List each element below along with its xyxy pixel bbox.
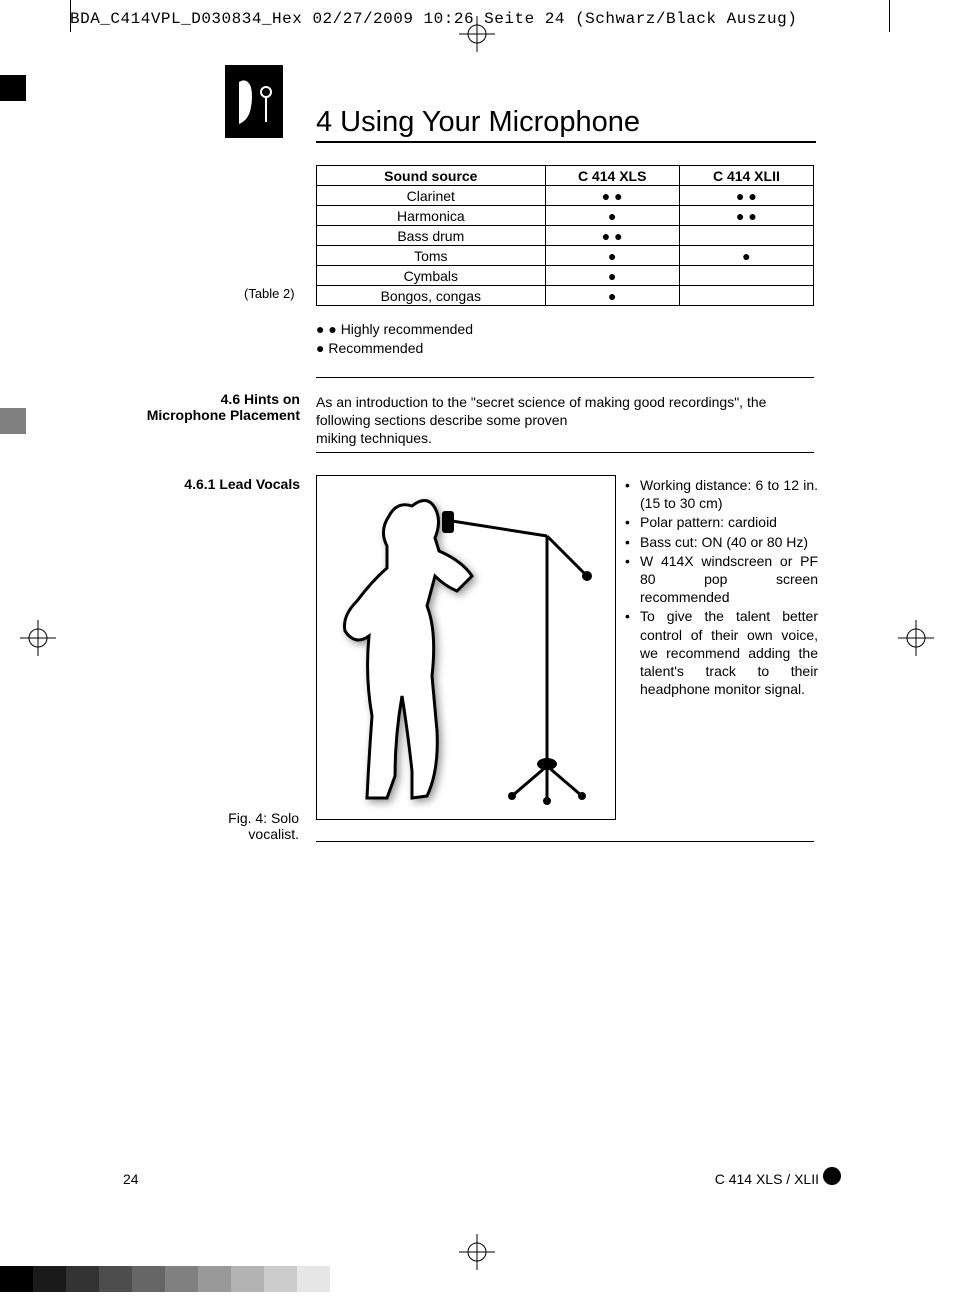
- chapter-icon: [225, 65, 283, 138]
- divider: [316, 377, 814, 378]
- grayscale-swatch: [165, 1266, 198, 1292]
- section-46-text: As an introduction to the "secret scienc…: [316, 393, 814, 448]
- grayscale-swatch: [198, 1266, 231, 1292]
- table-cell: [679, 266, 813, 286]
- table-cell: Bass drum: [317, 226, 546, 246]
- table-cell: ●: [545, 266, 679, 286]
- figure-vocalist: [316, 475, 616, 820]
- table-cell: Bongos, congas: [317, 286, 546, 306]
- grayscale-calibration-bar: [0, 1266, 363, 1292]
- brand-logo-icon: [823, 1167, 841, 1185]
- lead-vocals-bullets: Working distance: 6 to 12 in. (15 to 30 …: [623, 476, 818, 699]
- list-item: Polar pattern: cardioid: [623, 513, 818, 531]
- table-cell: [679, 286, 813, 306]
- table-cell: ● ●: [679, 186, 813, 206]
- table-row: Cymbals●: [317, 266, 814, 286]
- grayscale-swatch: [264, 1266, 297, 1292]
- registration-mark-bottom: [459, 1234, 495, 1270]
- col-header: Sound source: [317, 166, 546, 186]
- color-square-grey: [0, 408, 26, 434]
- table-caption: (Table 2): [244, 286, 295, 301]
- grayscale-swatch: [132, 1266, 165, 1292]
- table-cell: [679, 226, 813, 246]
- table-cell: Harmonica: [317, 206, 546, 226]
- table-cell: Toms: [317, 246, 546, 266]
- col-header: C 414 XLS: [545, 166, 679, 186]
- legend-line: ● ● Highly recommended: [316, 320, 473, 339]
- table-legend: ● ● Highly recommended ● Recommended: [316, 320, 473, 358]
- color-square-black: [0, 75, 26, 101]
- table-cell: ●: [545, 286, 679, 306]
- print-header: BDA_C414VPL_D030834_Hex 02/27/2009 10:26…: [70, 10, 797, 28]
- list-item: Working distance: 6 to 12 in. (15 to 30 …: [623, 476, 818, 512]
- table-row: Clarinet● ●● ●: [317, 186, 814, 206]
- registration-mark-right: [898, 620, 934, 656]
- col-header: C 414 XLII: [679, 166, 813, 186]
- grayscale-swatch: [231, 1266, 264, 1292]
- grayscale-swatch: [297, 1266, 330, 1292]
- table-cell: ●: [545, 206, 679, 226]
- table-cell: ●: [545, 246, 679, 266]
- figure-caption: Fig. 4: Solo vocalist.: [179, 810, 299, 842]
- grayscale-swatch: [33, 1266, 66, 1292]
- list-item: Bass cut: ON (40 or 80 Hz): [623, 533, 818, 551]
- table-row: Bongos, congas●: [317, 286, 814, 306]
- grayscale-swatch: [0, 1266, 33, 1292]
- page-number: 24: [123, 1171, 139, 1187]
- grayscale-swatch: [66, 1266, 99, 1292]
- table-cell: ● ●: [679, 206, 813, 226]
- table-cell: Cymbals: [317, 266, 546, 286]
- section-label-461: 4.6.1 Lead Vocals: [120, 476, 300, 492]
- table-row: Bass drum● ●: [317, 226, 814, 246]
- sound-source-table: Sound source C 414 XLS C 414 XLII Clarin…: [316, 165, 814, 306]
- list-item: To give the talent better control of the…: [623, 607, 818, 698]
- registration-mark-left: [20, 620, 56, 656]
- table-row: Harmonica●● ●: [317, 206, 814, 226]
- table-cell: ●: [679, 246, 813, 266]
- grayscale-swatch: [330, 1266, 363, 1292]
- legend-line: ● Recommended: [316, 339, 473, 358]
- registration-mark-top: [459, 16, 495, 52]
- table-cell: ● ●: [545, 186, 679, 206]
- divider: [316, 841, 814, 842]
- table-row: Toms●●: [317, 246, 814, 266]
- divider: [316, 452, 814, 453]
- list-item: W 414X windscreen or PF 80 pop screen re…: [623, 552, 818, 607]
- chapter-title: 4 Using Your Microphone: [316, 106, 816, 143]
- table-cell: Clarinet: [317, 186, 546, 206]
- footer-model: C 414 XLS / XLII: [715, 1171, 819, 1187]
- grayscale-swatch: [99, 1266, 132, 1292]
- table-cell: ● ●: [545, 226, 679, 246]
- section-label-46: 4.6 Hints on Microphone Placement: [120, 391, 300, 423]
